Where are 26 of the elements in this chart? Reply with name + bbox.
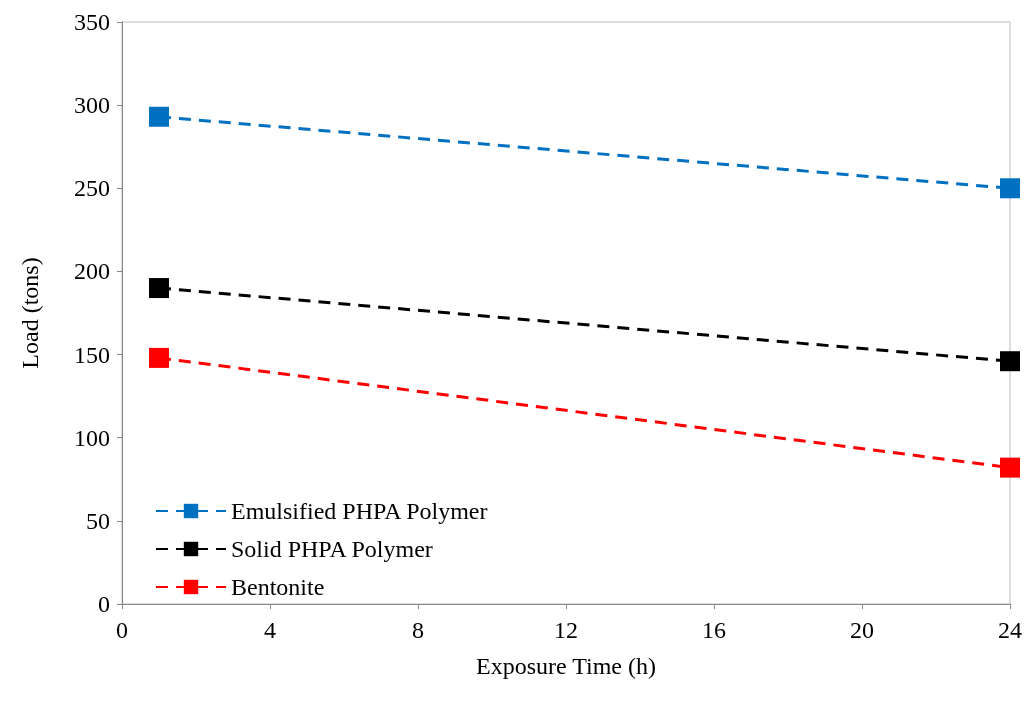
x-tick-label: 16 xyxy=(702,617,726,643)
x-tick-label: 8 xyxy=(412,617,424,643)
legend-label: Emulsified PHPA Polymer xyxy=(231,498,488,524)
point xyxy=(1000,351,1020,372)
legend-label: Bentonite xyxy=(231,574,325,600)
x-axis-title: Exposure Time (h) xyxy=(476,653,656,679)
point xyxy=(149,347,169,368)
point xyxy=(1000,178,1020,199)
y-tick-label: 50 xyxy=(86,507,110,534)
legend-label: Solid PHPA Polymer xyxy=(231,536,433,562)
y-tick-label: 300 xyxy=(74,92,110,119)
y-tick-label: 200 xyxy=(74,258,110,285)
x-tick-label: 20 xyxy=(850,617,874,643)
y-tick-label: 100 xyxy=(74,424,110,451)
x-tick-label: 0 xyxy=(116,617,128,643)
y-tick-label: 0 xyxy=(98,591,110,617)
point xyxy=(1000,457,1020,478)
x-tick-label: 4 xyxy=(264,617,276,643)
y-tick-label: 350 xyxy=(74,9,110,35)
point xyxy=(149,106,169,127)
point xyxy=(149,278,169,299)
x-tick-label: 12 xyxy=(554,617,578,643)
x-tick-label: 24 xyxy=(998,617,1022,643)
y-tick-label: 150 xyxy=(74,341,110,368)
y-tick-label: 250 xyxy=(74,175,110,202)
y-axis-title: Load (tons) xyxy=(17,257,43,369)
